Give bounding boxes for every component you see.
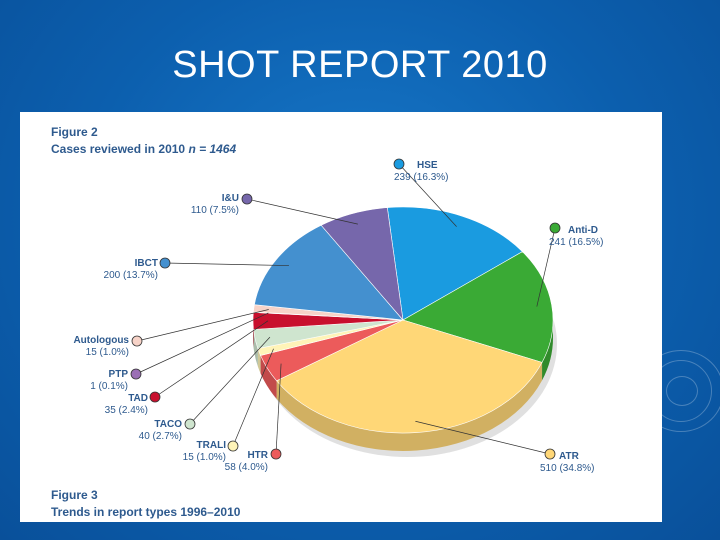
slice-ibct (254, 224, 404, 321)
figure2-subtitle: Cases reviewed in 2010 n = 1464 (51, 142, 236, 156)
slice-side-taco (253, 329, 258, 367)
figure3-subtitle: Trends in report types 1996–2010 (51, 505, 241, 519)
slice-label-hse: HSE (417, 160, 438, 171)
slice-value-atr: 510 (34.8%) (540, 463, 594, 474)
slice-atr (276, 319, 543, 434)
slice-label-ptp: PTP (109, 369, 129, 380)
leader-lines (135, 163, 556, 455)
slice-side-atr (276, 362, 543, 452)
leader-line-autologous (136, 309, 269, 342)
slice-value-tad: 35 (2.4%) (105, 405, 148, 416)
legend-dot-i-u (241, 193, 253, 205)
legend-dot-htr (270, 448, 282, 460)
slice-label-anti-d: Anti-D (568, 225, 598, 236)
slide-title: SHOT REPORT 2010 (172, 44, 548, 86)
leader-line-i-u (246, 198, 358, 225)
figure3-label: Figure 3 (51, 488, 98, 502)
legend-dot-atr (544, 448, 556, 460)
slice-label-trali: TRALI (197, 440, 227, 451)
figure-panel: Figure 2 Cases reviewed in 2010 n = 1464… (20, 112, 662, 522)
leader-line-trali (232, 348, 274, 447)
slice-label-taco: TACO (154, 419, 182, 430)
slice-value-trali: 15 (1.0%) (183, 452, 226, 463)
leader-line-tad (154, 320, 269, 398)
slice-value-hse: 239 (16.3%) (394, 172, 448, 183)
slice-side-trali (257, 348, 261, 374)
slice-value-taco: 40 (2.7%) (139, 431, 182, 442)
slice-label-tad: TAD (128, 393, 148, 404)
figure2-subtitle-n: n = 1464 (188, 142, 237, 156)
ripple-decoration (666, 376, 698, 406)
slice-side-htr (260, 355, 277, 399)
legend-dot-trali (227, 440, 239, 452)
slice-i-u (320, 207, 404, 321)
slice-label-ibct: IBCT (135, 258, 158, 269)
leader-line-atr (415, 420, 551, 455)
leader-line-taco (189, 336, 271, 425)
figure2-label: Figure 2 (51, 125, 98, 139)
leader-line-ibct (164, 262, 289, 266)
figure2-subtitle-text: Cases reviewed in 2010 (51, 142, 186, 156)
slice-label-autologous: Autologous (73, 335, 129, 346)
slice-label-atr: ATR (559, 451, 580, 462)
legend-dot-ibct (159, 257, 171, 269)
leader-line-ptp (135, 312, 269, 375)
slice-label-htr: HTR (247, 450, 268, 461)
slice-value-autologous: 15 (1.0%) (86, 347, 129, 358)
slice-value-htr: 58 (4.0%) (225, 462, 268, 473)
legend-dot-hse (393, 158, 405, 170)
slice-label-i-u: I&U (222, 193, 239, 204)
slice-value-i-u: 110 (7.5%) (191, 205, 239, 216)
leader-line-anti-d (536, 227, 556, 307)
slice-value-anti-d: 241 (16.5%) (549, 237, 603, 248)
pie-slices (252, 206, 554, 434)
legend-dot-taco (184, 418, 196, 430)
legend-dot-anti-d (549, 222, 561, 234)
legend-dot-tad (149, 391, 161, 403)
legend-dot-ptp (130, 368, 142, 380)
slice-value-ptp: 1 (0.1%) (90, 381, 128, 392)
legend-dot-autologous (131, 335, 143, 347)
slice-value-ibct: 200 (13.7%) (104, 270, 158, 281)
slice-side-anti-d (542, 320, 553, 381)
slice-hse (386, 206, 523, 321)
leader-line-htr (275, 363, 282, 455)
leader-line-hse (398, 163, 457, 227)
slice-anti-d (402, 251, 554, 363)
